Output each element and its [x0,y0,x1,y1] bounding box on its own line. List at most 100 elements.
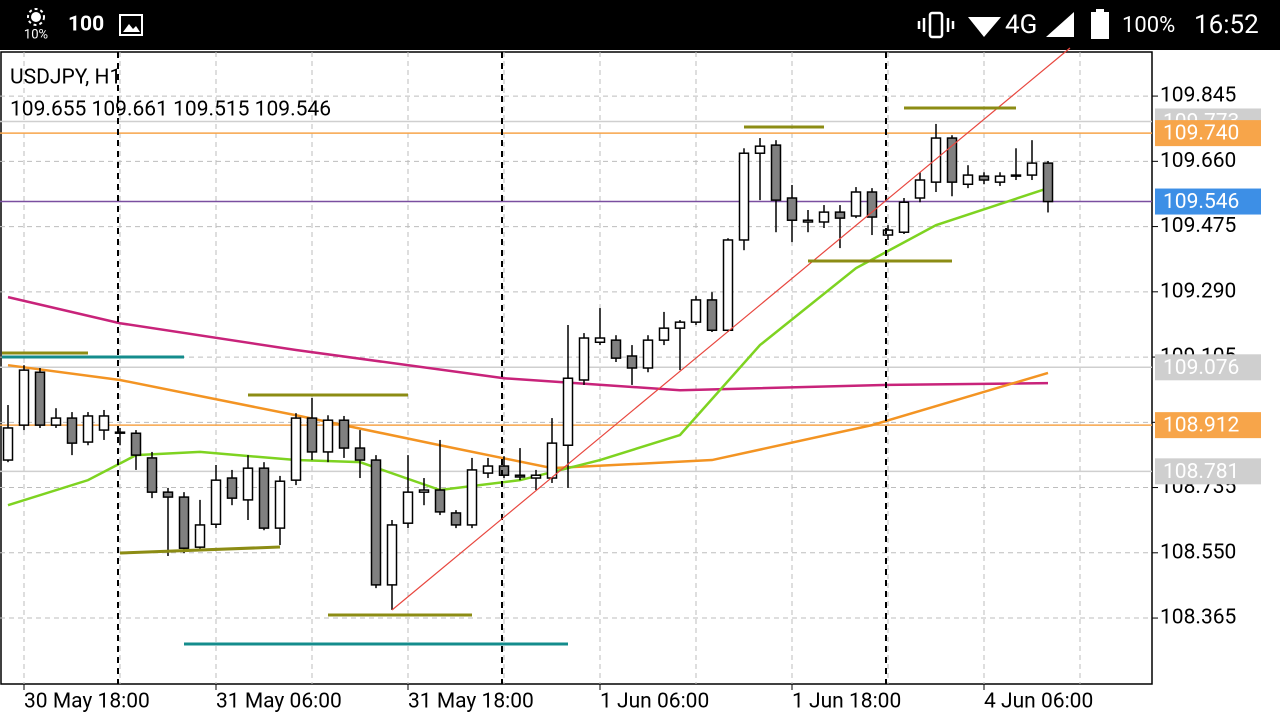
candle-body [50,417,62,426]
network-type: 4G [1005,10,1037,40]
price-label-box [1155,354,1261,381]
y-tick-label: 109.290 [1160,279,1236,303]
candle-body [610,339,622,359]
candle-body [834,211,846,219]
candle-body [402,491,414,524]
candle-body [290,417,302,481]
candle-body [418,489,430,493]
moving-average [7,363,1049,470]
candle-body [18,369,30,426]
candle-body [658,327,670,341]
candle-body [930,137,942,183]
brightness-icon [27,8,45,26]
status-bar [0,0,1280,50]
image-icon [119,14,143,36]
x-tick-label: 1 Jun 18:00 [792,690,901,714]
drawing-objects [2,47,1071,684]
candle-body [674,321,686,329]
candle-body [850,191,862,217]
candle-body [98,415,110,431]
moving-average [7,295,1049,392]
x-tick-label: 31 May 18:00 [408,690,534,714]
ohlc-text: 109.655 109.661 109.515 109.546 [10,98,331,122]
x-tick-label: 30 May 18:00 [24,690,150,714]
candle-body [530,474,542,479]
candle-body [210,479,222,525]
brightness-text: 10% [24,27,48,42]
price-label-box [1155,120,1261,147]
candle-body [306,417,318,453]
candle-body [882,229,894,236]
candle-body [706,299,718,332]
price-label-box [1155,188,1261,215]
chart-title: USDJPY, H1 [10,66,121,90]
candle-body [450,512,462,526]
candle-body [914,179,926,199]
candle-body [514,474,526,478]
x-tick-label: 4 Jun 06:00 [984,690,1093,714]
candle-body [562,377,574,446]
candle-body [722,239,734,332]
candle-body [802,219,814,223]
candle-body [162,491,174,498]
candle-body [978,175,990,181]
candle-body [386,524,398,586]
y-tick-label: 108.550 [1160,540,1236,564]
moving-average [7,186,1049,507]
candle-body [994,175,1006,183]
candle-body [642,339,654,369]
candle-body [498,465,510,476]
candle-body [786,197,798,221]
candle-body [258,467,270,529]
notification-count: 100 [68,13,104,37]
clock: 16:52 [1194,10,1259,40]
candle-body [338,419,350,449]
candle-body [626,355,638,369]
candle-body [946,137,958,183]
candle-body [114,431,126,434]
price-label: 109.076 [1163,356,1239,380]
candle-body [322,419,334,453]
candle-body [866,191,878,218]
candle-body [690,299,702,323]
candle-body [434,489,446,513]
candle-body [34,371,46,426]
battery-tip [1096,9,1104,13]
chart-layers [0,120,1152,610]
candle-body [466,469,478,526]
x-tick-label: 1 Jun 06:00 [600,690,709,714]
candle-body [738,152,750,241]
x-tick-label: 31 May 06:00 [216,690,342,714]
candle-body [226,477,238,499]
candle-body [274,480,286,529]
battery-icon [1091,12,1109,39]
signal-icon [1046,12,1074,37]
price-label: 108.781 [1163,460,1239,484]
candle-body [130,432,142,456]
y-tick-label: 109.660 [1160,149,1236,173]
candle-body [1026,162,1038,176]
price-label: 108.912 [1163,414,1240,438]
candle-body [194,524,206,548]
candle-body [2,427,14,461]
vibrate-icon [917,11,955,39]
candle-body [66,417,78,444]
candle-body [242,467,254,501]
candle-body [818,211,830,223]
candle-body [898,201,910,233]
candle-body [370,459,382,586]
wifi-icon [968,17,1001,37]
price-label: 109.740 [1163,122,1239,146]
candle-body [578,337,590,381]
candle-body [962,174,974,186]
price-label-box [1155,458,1261,485]
price-label-box [1155,412,1261,439]
battery-text: 100% [1122,13,1175,38]
candle-body [546,442,558,479]
candle-body [482,465,494,474]
candle-body [594,337,606,344]
candle-body [146,457,158,493]
price-label: 109.546 [1163,190,1239,214]
y-tick-label: 108.365 [1160,606,1236,630]
